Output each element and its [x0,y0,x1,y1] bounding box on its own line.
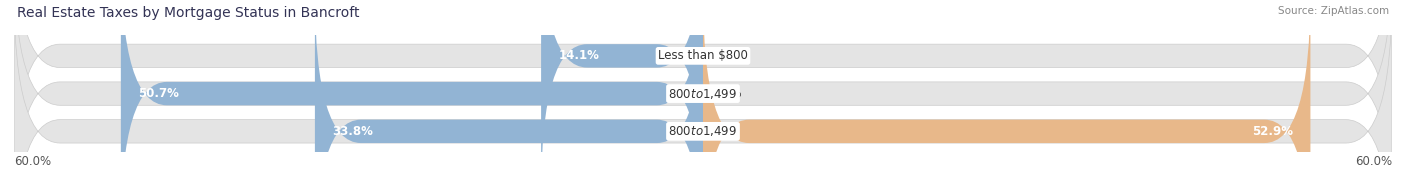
Text: 50.7%: 50.7% [138,87,179,100]
Text: $800 to $1,499: $800 to $1,499 [668,124,738,138]
Text: 33.8%: 33.8% [332,125,373,138]
FancyBboxPatch shape [121,0,703,195]
Text: 0.0%: 0.0% [713,87,742,100]
FancyBboxPatch shape [541,0,703,195]
Text: $800 to $1,499: $800 to $1,499 [668,87,738,101]
FancyBboxPatch shape [315,0,703,195]
Text: 0.0%: 0.0% [713,49,742,62]
Text: 60.0%: 60.0% [1355,155,1392,168]
Text: 14.1%: 14.1% [558,49,599,62]
FancyBboxPatch shape [14,0,1392,195]
Text: Less than $800: Less than $800 [658,49,748,62]
FancyBboxPatch shape [703,0,1310,195]
FancyBboxPatch shape [14,0,1392,195]
Text: Real Estate Taxes by Mortgage Status in Bancroft: Real Estate Taxes by Mortgage Status in … [17,6,360,20]
Text: Source: ZipAtlas.com: Source: ZipAtlas.com [1278,6,1389,16]
Text: 52.9%: 52.9% [1253,125,1294,138]
Text: 60.0%: 60.0% [14,155,51,168]
FancyBboxPatch shape [14,0,1392,195]
